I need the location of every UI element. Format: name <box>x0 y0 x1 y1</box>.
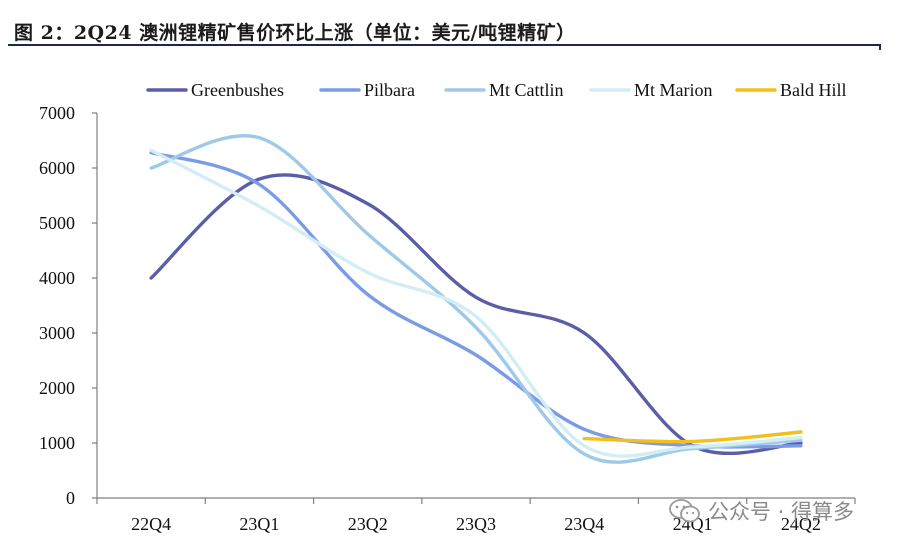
title-divider-tick <box>879 44 881 50</box>
x-tick-label: 23Q3 <box>456 514 496 534</box>
series-line-greenbushes <box>149 173 803 455</box>
x-tick-label: 24Q2 <box>781 514 821 534</box>
y-tick-label: 7000 <box>39 103 75 123</box>
chart-axes: 0 1000 2000 3000 4000 5000 6000 7000 22Q4 23Q1 23Q… <box>39 103 856 534</box>
x-tick-label: 23Q1 <box>239 514 279 534</box>
legend-label-mt-marion: Mt Marion <box>634 80 713 100</box>
page-title: 图 2：2Q24 澳洲锂精矿售价环比上涨（单位：美元/吨锂精矿） <box>14 22 576 44</box>
series-line-mt-marion <box>149 148 803 458</box>
series-line-mt-cattlin <box>149 134 803 464</box>
y-tick-label: 2000 <box>39 378 75 398</box>
legend-label-bald-hill: Bald Hill <box>780 80 847 100</box>
series-line-pilbara <box>149 150 803 449</box>
y-tick-label: 6000 <box>39 158 75 178</box>
legend-label-pilbara: Pilbara <box>364 80 415 100</box>
title-bar: 图 2：2Q24 澳洲锂精矿售价环比上涨（单位：美元/吨锂精矿） <box>0 0 917 50</box>
series-line-bald-hill <box>582 430 803 444</box>
y-tick-label: 1000 <box>39 433 75 453</box>
watermark: 公众号 · 得算多 <box>668 496 854 526</box>
x-tick-label: 23Q2 <box>348 514 388 534</box>
x-tick-label: 22Q4 <box>131 514 171 534</box>
y-tick-label: 3000 <box>39 323 75 343</box>
title-divider <box>8 44 881 46</box>
wechat-icon <box>669 499 700 523</box>
legend-label-greenbushes: Greenbushes <box>191 80 284 100</box>
y-tick-label: 4000 <box>39 268 75 288</box>
chart-series <box>149 134 803 464</box>
y-tick-label: 5000 <box>39 213 75 233</box>
chart-legend: Greenbushes Pilbara Mt Cattlin Mt Marion Bal… <box>146 80 847 100</box>
legend-label-mt-cattlin: Mt Cattlin <box>489 80 564 100</box>
y-tick-label: 0 <box>66 488 75 508</box>
x-tick-label: 23Q4 <box>564 514 604 534</box>
watermark-text: 公众号 · 得算多 <box>708 500 855 524</box>
